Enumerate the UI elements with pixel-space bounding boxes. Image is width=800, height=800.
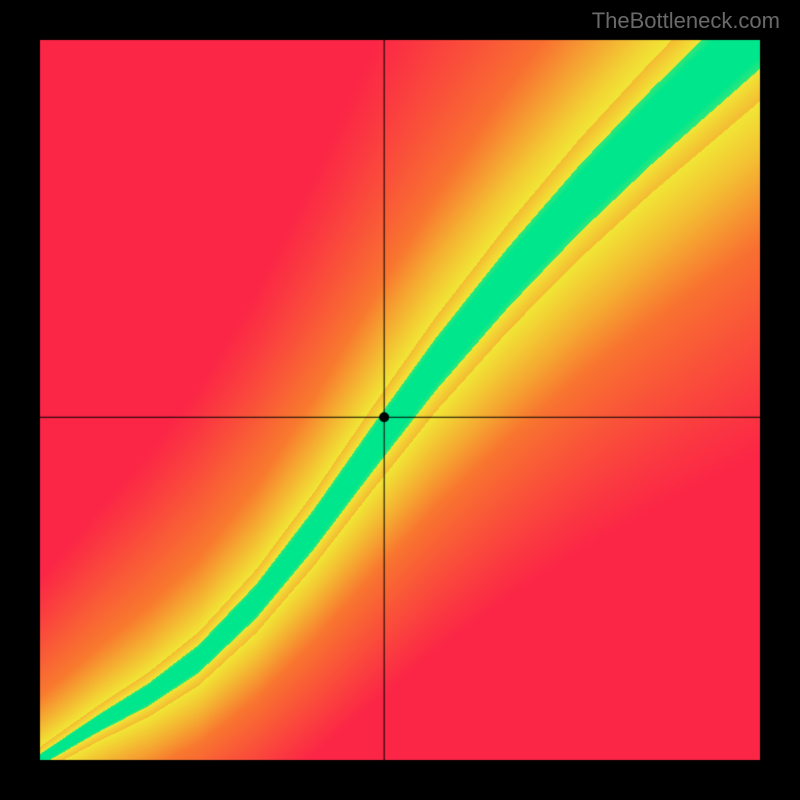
chart-container: TheBottleneck.com <box>0 0 800 800</box>
bottleneck-heatmap <box>0 0 800 800</box>
watermark-text: TheBottleneck.com <box>592 8 780 34</box>
